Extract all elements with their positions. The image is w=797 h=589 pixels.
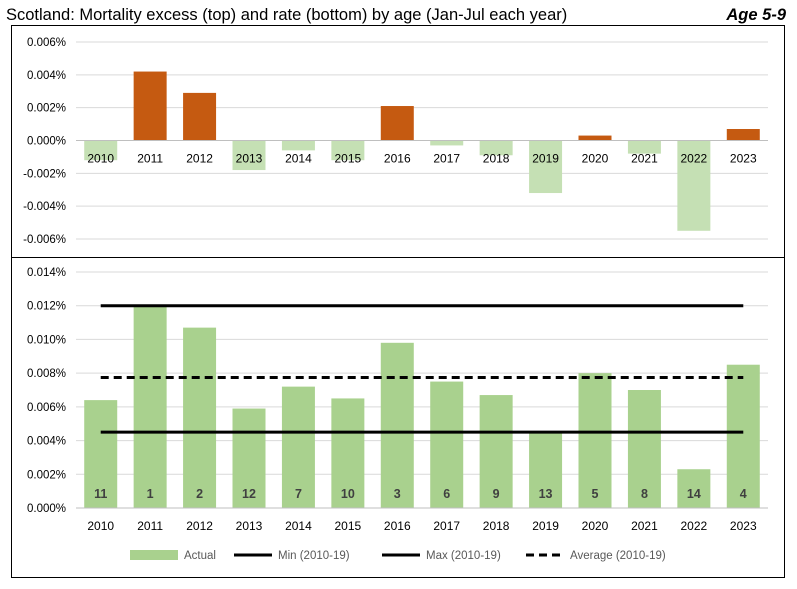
- age-group-label: Age 5-9: [726, 6, 786, 24]
- actual-bar: [578, 373, 612, 508]
- rank-label: 9: [493, 487, 500, 501]
- actual-bar: [430, 381, 464, 508]
- y-tick-label: 0.008%: [27, 368, 66, 380]
- legend-label-average: Average (2010-19): [570, 550, 666, 562]
- x-tick-label: 2018: [483, 152, 510, 166]
- x-tick-label: 2014: [285, 519, 312, 533]
- x-tick-label: 2019: [532, 519, 559, 533]
- excess-bar: [281, 140, 315, 151]
- x-tick-label: 2023: [730, 152, 757, 166]
- excess-bar: [331, 140, 365, 161]
- x-tick-label: 2015: [335, 519, 362, 533]
- chart-title: Scotland: Mortality excess (top) and rat…: [6, 6, 568, 24]
- x-tick-label: 2015: [335, 152, 362, 166]
- actual-bar: [281, 386, 315, 508]
- actual-bar: [331, 398, 365, 508]
- actual-bar: [627, 390, 661, 508]
- actual-bar: [380, 342, 414, 508]
- x-tick-label: 2018: [483, 519, 510, 533]
- legend: Actual Min (2010-19) Max (2010-19) Average …: [130, 550, 666, 562]
- excess-bar: [380, 106, 414, 141]
- actual-bar: [479, 395, 513, 508]
- y-tick-label: 0.000%: [27, 503, 66, 515]
- y-tick-label: 0.002%: [27, 103, 66, 115]
- actual-bar: [133, 305, 167, 508]
- rank-label: 5: [592, 487, 599, 501]
- excess-bar: [232, 140, 266, 171]
- excess-bar: [726, 129, 760, 141]
- x-tick-label: 2021: [631, 519, 658, 533]
- rank-label: 10: [341, 487, 355, 501]
- excess-bar: [677, 140, 711, 231]
- rank-label: 4: [740, 487, 747, 501]
- excess-bar: [529, 140, 563, 194]
- rank-label: 13: [539, 487, 553, 501]
- rate-chart-panel: 0.014% 0.012% 0.010% 0.008% 0.006% 0.004% 0.00…: [11, 257, 785, 578]
- actual-bar: [677, 469, 711, 508]
- x-tick-label: 2012: [186, 519, 213, 533]
- excess-bar: [133, 71, 167, 141]
- actual-bar: [726, 364, 760, 508]
- actual-bar: [529, 432, 563, 508]
- excess-bar: [84, 140, 118, 161]
- x-tick-label: 2017: [433, 519, 460, 533]
- x-tick-label: 2020: [582, 519, 609, 533]
- actual-bar: [232, 408, 266, 508]
- legend-label-actual: Actual: [184, 550, 216, 562]
- legend-label-max: Max (2010-19): [426, 550, 501, 562]
- x-tick-label: 2016: [384, 152, 411, 166]
- y-tick-label: 0.004%: [27, 70, 66, 82]
- rate-chart: 0.014% 0.012% 0.010% 0.008% 0.006% 0.004% 0.00…: [27, 267, 768, 562]
- rank-label: 3: [394, 487, 401, 501]
- excess-bar: [183, 92, 217, 141]
- rank-label: 6: [443, 487, 450, 501]
- excess-bar: [627, 140, 661, 154]
- x-tick-label: 2011: [137, 519, 163, 533]
- x-tick-label: 2014: [285, 152, 312, 166]
- actual-bar: [84, 400, 118, 508]
- rank-label: 12: [242, 487, 256, 501]
- y-tick-label: 0.004%: [27, 436, 66, 448]
- y-tick-label: 0.002%: [27, 469, 66, 481]
- x-tick-label: 2021: [631, 152, 658, 166]
- x-tick-label: 2020: [582, 152, 609, 166]
- x-tick-label: 2016: [384, 519, 411, 533]
- excess-bar: [578, 135, 612, 141]
- x-tick-label: 2019: [532, 152, 559, 166]
- x-tick-label: 2023: [730, 519, 757, 533]
- x-tick-label: 2010: [87, 519, 114, 533]
- excess-chart: 0.006% 0.004% 0.002% 0.000% -0.002% -0.004% -0…: [23, 37, 768, 246]
- rank-label: 14: [687, 487, 701, 501]
- rank-label: 8: [641, 487, 648, 501]
- rank-label: 11: [94, 487, 107, 501]
- rank-label: 7: [295, 487, 302, 501]
- legend-swatch-actual: [130, 550, 178, 560]
- rank-label: 1: [147, 487, 154, 501]
- x-tick-label: 2022: [681, 519, 708, 533]
- y-tick-label: 0.000%: [27, 136, 66, 148]
- y-tick-label: 0.006%: [27, 402, 66, 414]
- x-tick-label: 2013: [236, 152, 263, 166]
- chart-header: Scotland: Mortality excess (top) and rat…: [4, 4, 790, 26]
- x-tick-label: 2011: [137, 152, 163, 166]
- excess-bar: [430, 140, 464, 146]
- y-tick-label: -0.004%: [23, 201, 66, 213]
- excess-bar: [479, 140, 513, 156]
- x-tick-label: 2017: [433, 152, 460, 166]
- legend-label-min: Min (2010-19): [278, 550, 350, 562]
- x-tick-label: 2013: [236, 519, 263, 533]
- x-tick-label: 2012: [186, 152, 213, 166]
- excess-chart-panel: 0.006% 0.004% 0.002% 0.000% -0.002% -0.004% -0…: [11, 25, 785, 258]
- y-tick-label: 0.012%: [27, 301, 66, 313]
- y-tick-label: 0.006%: [27, 37, 66, 49]
- x-tick-label: 2022: [681, 152, 708, 166]
- actual-bar: [183, 327, 217, 508]
- rank-label: 2: [196, 487, 203, 501]
- y-tick-label: -0.002%: [23, 168, 66, 180]
- y-tick-label: 0.010%: [27, 334, 66, 346]
- y-tick-label: -0.006%: [23, 234, 66, 246]
- y-tick-label: 0.014%: [27, 267, 66, 279]
- x-tick-label: 2010: [87, 152, 114, 166]
